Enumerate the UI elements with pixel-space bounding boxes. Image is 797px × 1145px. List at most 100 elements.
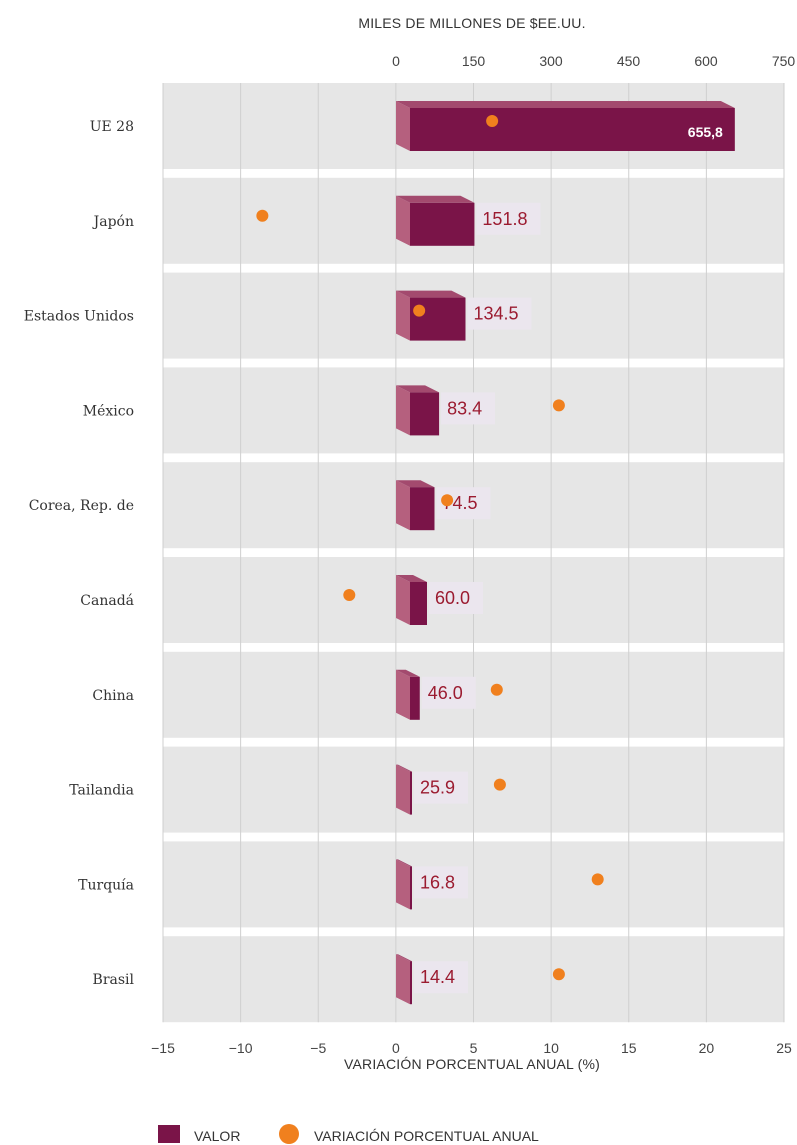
bar	[396, 195, 475, 246]
category-label: Brasil	[93, 972, 135, 988]
bar-side-face	[396, 290, 410, 341]
legend: VALOR VARIACIÓN PORCENTUAL ANUAL	[158, 1124, 539, 1144]
bar	[396, 764, 412, 815]
dots-layer	[256, 115, 604, 981]
bar-front-face	[410, 771, 412, 815]
category-label: Japón	[92, 214, 134, 230]
bar-top-face	[396, 575, 427, 582]
bar-front-face	[410, 297, 466, 341]
category-label: Estados Unidos	[24, 309, 134, 325]
bar-side-face	[396, 101, 410, 151]
bar-front-face	[410, 582, 427, 625]
data-label-bg	[441, 392, 496, 425]
top-axis-tick-label: 450	[617, 53, 641, 69]
percent-change-dot	[413, 304, 426, 317]
legend-variacion-dot	[279, 1124, 299, 1144]
bar-front-face	[410, 961, 412, 1005]
bar-side-face	[396, 195, 410, 246]
bar-side-face	[396, 575, 410, 625]
percent-change-dot	[486, 115, 499, 127]
bar	[396, 954, 412, 1005]
bar-side-face	[396, 954, 410, 1005]
bar-front-face	[410, 108, 735, 151]
bar-front-face	[410, 202, 475, 246]
category-label: Corea, Rep. de	[29, 498, 134, 514]
bar-side-face	[396, 480, 410, 531]
bar-top-face	[396, 385, 440, 393]
category-label: Turquía	[78, 877, 134, 893]
data-label: 60.0	[435, 588, 470, 608]
bottom-axis-tick-label: 0	[392, 1040, 400, 1056]
top-axis-title: MILES DE MILLONES DE $EE.UU.	[358, 15, 585, 31]
data-label-bg	[414, 866, 468, 899]
bottom-axis-tick-label: −15	[151, 1040, 175, 1056]
category-label: Canadá	[80, 593, 134, 609]
data-label: 16.8	[420, 872, 455, 892]
bottom-axis-tick-label: 25	[776, 1040, 792, 1056]
data-label-bg	[467, 297, 532, 330]
grid-lines	[162, 83, 785, 1023]
bar-side-face	[396, 764, 410, 815]
bar-top-face	[396, 669, 420, 677]
data-labels-layer: 655,8151.8134.583.474.560.046.025.916.81…	[414, 124, 723, 994]
bar-side-face	[396, 669, 410, 720]
bar-top-face	[396, 764, 412, 772]
top-axis-tick-label: 750	[772, 53, 796, 69]
data-label: 134.5	[473, 304, 518, 324]
top-axis-tick-label: 150	[462, 53, 486, 69]
top-axis-tick-label: 300	[539, 53, 563, 69]
data-label-bg	[414, 961, 468, 994]
data-label: 14.4	[420, 967, 455, 987]
data-label: 25.9	[420, 778, 455, 798]
percent-change-dot	[441, 494, 454, 507]
bottom-axis-ticks: −15 −10 −5 0 5 10 15 20 25	[151, 1040, 792, 1056]
bottom-axis-tick-label: 20	[699, 1040, 715, 1056]
bar	[396, 575, 427, 625]
category-label: UE 28	[90, 119, 134, 135]
bar	[396, 669, 420, 720]
bar-top-face	[396, 195, 475, 203]
category-label: China	[92, 688, 134, 704]
bar-front-face	[410, 676, 420, 720]
bar	[396, 859, 412, 910]
legend-valor-swatch	[158, 1125, 180, 1143]
legend-valor-label: VALOR	[194, 1128, 240, 1144]
percent-change-dot	[343, 589, 356, 601]
data-label-bg	[414, 771, 468, 804]
bar-top-face	[396, 290, 466, 298]
percent-change-dot	[256, 209, 269, 222]
top-axis-tick-label: 0	[392, 53, 400, 69]
bottom-axis-tick-label: −5	[310, 1040, 326, 1056]
category-label: Tailandia	[69, 783, 134, 799]
bar	[396, 290, 466, 341]
data-label-bg	[429, 582, 483, 614]
bar-front-face	[410, 487, 435, 531]
bar	[396, 480, 435, 531]
bottom-axis-title: VARIACIÓN PORCENTUAL ANUAL (%)	[344, 1056, 600, 1072]
category-labels: UE 28 Japón Estados Unidos México Corea, Rep…	[24, 119, 135, 988]
bottom-axis-tick-label: 10	[543, 1040, 559, 1056]
bottom-axis-tick-label: 15	[621, 1040, 637, 1056]
bottom-axis-tick-label: −10	[229, 1040, 253, 1056]
data-label: 151.8	[482, 209, 527, 229]
bottom-axis-tick-label: 5	[470, 1040, 478, 1056]
bar-top-face	[396, 954, 412, 962]
top-axis-ticks: 0 150 300 450 600 750	[392, 53, 795, 69]
data-label-bg	[421, 676, 476, 709]
bar-front-face	[410, 392, 440, 436]
bar-side-face	[396, 385, 410, 436]
data-label: 83.4	[447, 398, 482, 418]
bar	[396, 385, 440, 436]
percent-change-dot	[493, 778, 506, 791]
bar-front-face	[410, 866, 412, 910]
category-label: México	[83, 403, 134, 419]
legend-variacion-label: VARIACIÓN PORCENTUAL ANUAL	[314, 1128, 539, 1144]
data-label: 46.0	[428, 683, 463, 703]
bar-top-face	[396, 101, 735, 108]
bar	[396, 101, 735, 151]
top-axis-tick-label: 600	[694, 53, 718, 69]
bar-side-face	[396, 859, 410, 910]
data-label: 655,8	[688, 124, 723, 140]
percent-change-dot	[552, 399, 565, 412]
